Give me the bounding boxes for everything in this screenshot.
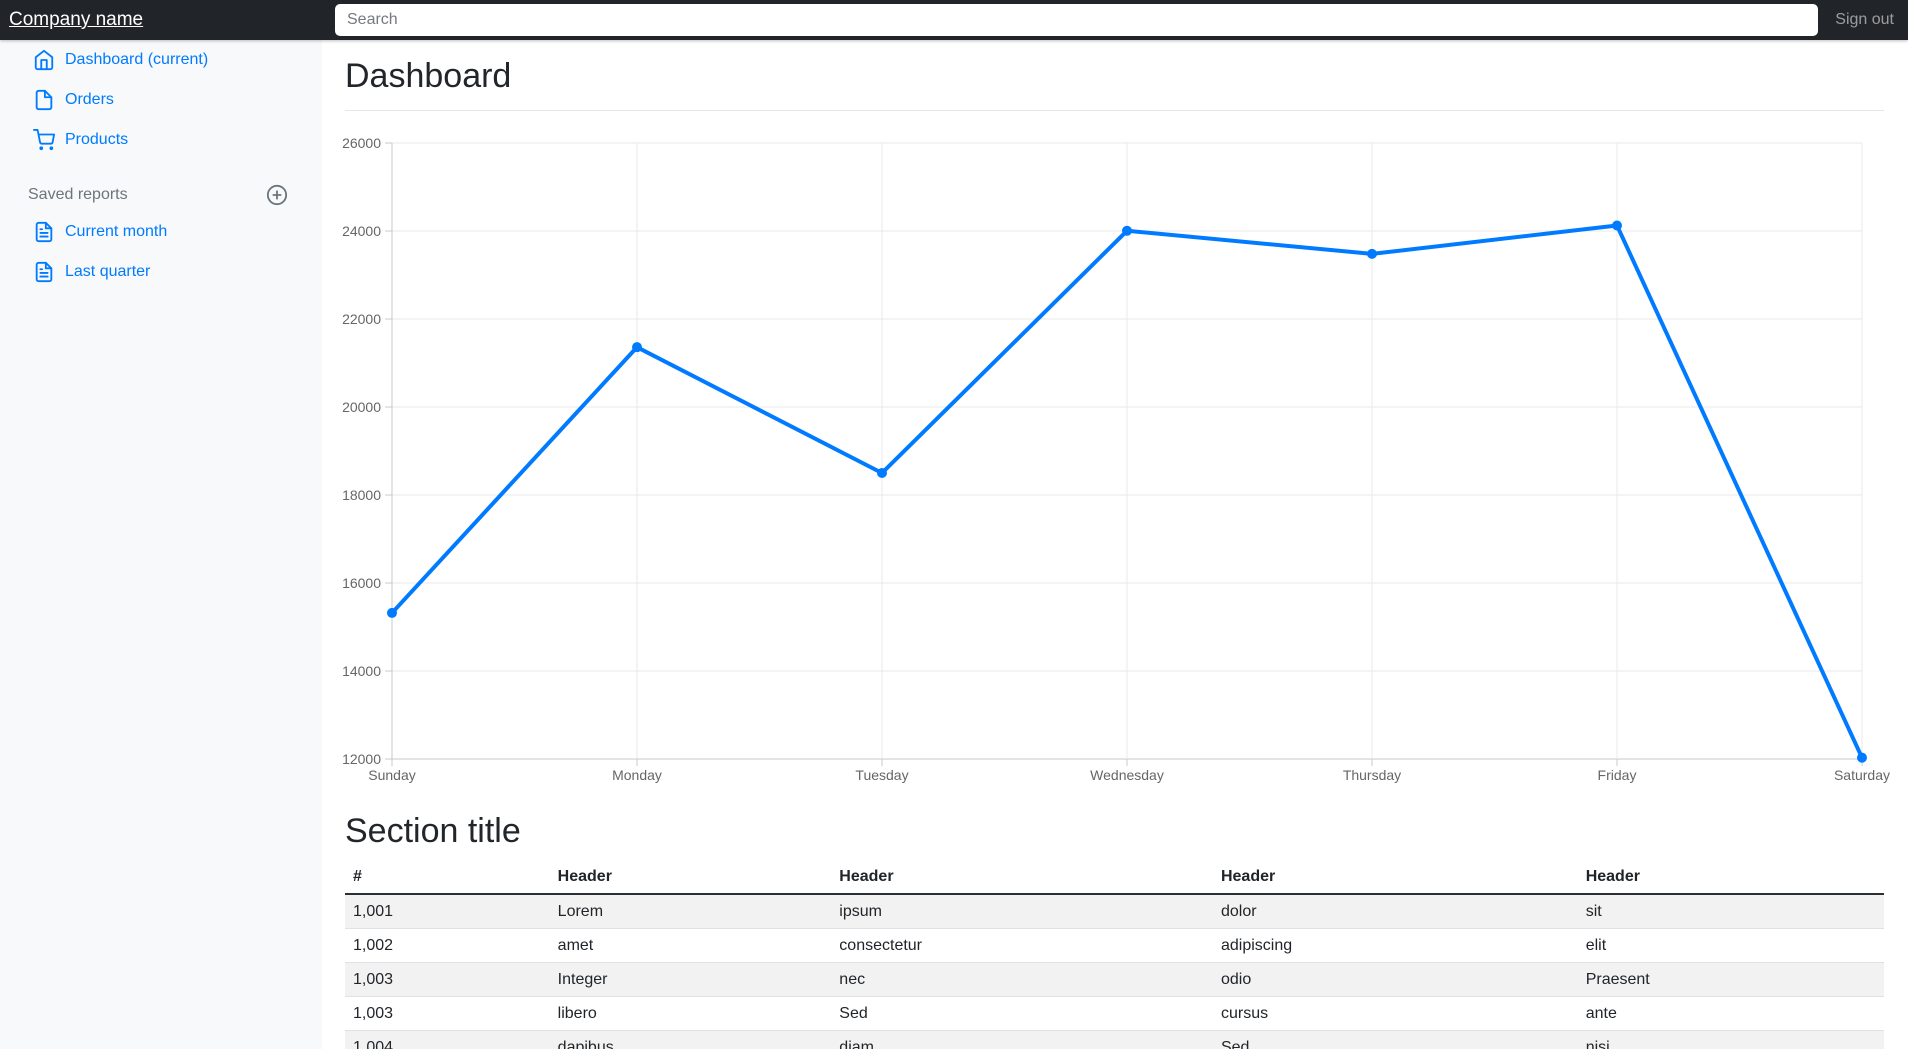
x-tick-label: Monday <box>612 767 662 783</box>
table-header-cell: # <box>345 859 550 895</box>
table-cell: 1,003 <box>345 996 550 1031</box>
sidebar-item-orders[interactable]: Orders <box>0 80 322 120</box>
search-input[interactable] <box>335 4 1819 36</box>
table-cell: 1,003 <box>345 962 550 997</box>
x-tick-label: Wednesday <box>1090 767 1164 783</box>
saved-reports-heading: Saved reports <box>0 178 322 212</box>
section-title: Section title <box>345 811 521 850</box>
y-tick-label: 18000 <box>342 487 381 503</box>
sidebar-item-label: Orders <box>65 91 114 108</box>
y-tick-label: 24000 <box>342 223 381 239</box>
table-cell: Integer <box>549 962 832 997</box>
y-tick-label: 12000 <box>342 751 381 767</box>
table-cell: 1,004 <box>345 1030 550 1049</box>
table-cell: elit <box>1577 928 1884 963</box>
sidebar-item-label: Dashboard (current) <box>65 51 209 68</box>
data-point <box>1367 248 1377 259</box>
table-cell: amet <box>549 928 832 963</box>
sidebar-item-dashboard[interactable]: Dashboard (current) <box>0 40 322 80</box>
table-row: 1,004 dapibus diam Sed nisi <box>345 1030 1884 1049</box>
line-chart-svg: 12000 14000 16000 18000 20000 22000 24000 26000… <box>342 135 1890 783</box>
file-icon <box>33 89 55 111</box>
table-header: # Header Header Header Header <box>345 859 1884 895</box>
y-tick-label: 22000 <box>342 311 381 327</box>
sidebar-item-label: Products <box>65 131 129 148</box>
y-tick-label: 20000 <box>342 399 381 415</box>
table-cell: cursus <box>1212 996 1578 1031</box>
data-point <box>1122 225 1132 236</box>
table-cell: Sed <box>831 996 1213 1031</box>
file-text-icon <box>33 221 55 243</box>
table-cell: adipiscing <box>1212 928 1578 963</box>
table-row: 1,002 amet consectetur adipiscing elit <box>345 928 1884 963</box>
sidebar-item-label: Current month <box>65 223 168 240</box>
sidebar-item-current-month[interactable]: Current month <box>0 212 322 252</box>
top-navbar: Company name Sign out <box>0 0 1908 40</box>
add-report-button[interactable] <box>266 184 288 206</box>
table-cell: nec <box>831 962 1213 997</box>
table-cell: ipsum <box>831 893 1213 929</box>
y-tick-label: 14000 <box>342 663 381 679</box>
x-tick-label: Thursday <box>1343 767 1401 783</box>
sidebar-item-label: Last quarter <box>65 263 151 280</box>
table-row: 1,003 libero Sed cursus ante <box>345 996 1884 1031</box>
x-tick-label: Saturday <box>1834 767 1890 783</box>
table-header-cell: Header <box>1577 859 1884 895</box>
x-tick-label: Sunday <box>368 767 415 783</box>
table-header-cell: Header <box>831 859 1213 895</box>
plus-circle-icon <box>266 184 288 206</box>
table-cell: sit <box>1577 893 1884 929</box>
table-cell: 1,001 <box>345 893 550 929</box>
y-tick-label: 26000 <box>342 135 381 151</box>
home-icon <box>33 49 55 71</box>
table-cell: ante <box>1577 996 1884 1031</box>
data-point <box>1612 220 1622 231</box>
line-chart: 12000 14000 16000 18000 20000 22000 24000 26000… <box>342 111 1890 799</box>
data-point <box>877 467 887 478</box>
x-tick-label: Tuesday <box>855 767 908 783</box>
sidebar-item-last-quarter[interactable]: Last quarter <box>0 252 322 292</box>
table-cell: libero <box>549 996 832 1031</box>
x-tick-label: Friday <box>1598 767 1637 783</box>
data-point <box>1857 752 1867 763</box>
table-cell: odio <box>1212 962 1578 997</box>
table-row: 1,003 Integer nec odio Praesent <box>345 962 1884 997</box>
table-cell: consectetur <box>831 928 1213 963</box>
shopping-cart-icon <box>33 129 55 151</box>
table-cell: nisi <box>1577 1030 1884 1049</box>
table-cell: dapibus <box>549 1030 832 1049</box>
table-row: 1,001 Lorem ipsum dolor sit <box>345 893 1884 929</box>
table-header-cell: Header <box>549 859 832 895</box>
table-cell: Lorem <box>549 893 832 929</box>
table-cell: diam <box>831 1030 1213 1049</box>
table-cell: Sed <box>1212 1030 1578 1049</box>
main-content: Dashboard 12000 14000 16000 18000 20000 22000… <box>322 0 1908 1049</box>
data-point <box>387 607 397 618</box>
table-header-cell: Header <box>1212 859 1578 895</box>
sidebar: Dashboard (current) Orders Products Save… <box>0 40 322 1049</box>
sign-out-link[interactable]: Sign out <box>1835 11 1894 28</box>
saved-reports-label: Saved reports <box>28 186 128 203</box>
data-point <box>632 341 642 352</box>
table-cell: Praesent <box>1577 962 1884 997</box>
y-tick-label: 16000 <box>342 575 381 591</box>
table-cell: 1,002 <box>345 928 550 963</box>
page-title: Dashboard <box>345 40 1884 111</box>
data-table: # Header Header Header Header 1,001 Lorem ipsu… <box>345 859 1884 1049</box>
sidebar-item-products[interactable]: Products <box>0 120 322 160</box>
file-text-icon <box>33 261 55 283</box>
table-cell: dolor <box>1212 893 1578 929</box>
brand-link[interactable]: Company name <box>9 9 144 30</box>
